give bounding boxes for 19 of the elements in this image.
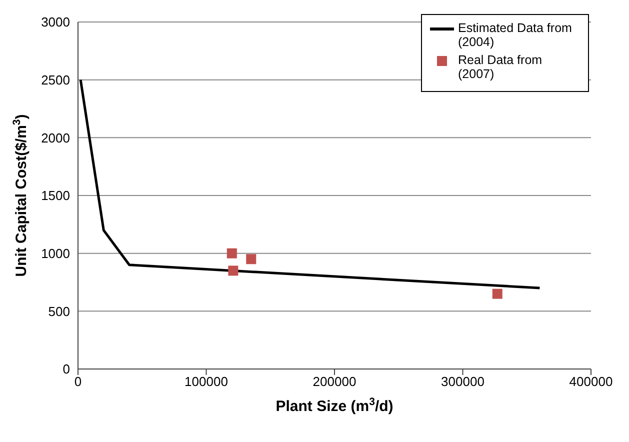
x-tick-label: 400000 — [569, 374, 613, 390]
y-tick-label: 1500 — [41, 188, 70, 204]
x-axis-title: Plant Size (m$^{3}$/d) — [276, 396, 394, 415]
y-tick-label: 2000 — [41, 130, 70, 146]
point — [246, 254, 256, 264]
legend-label: Real Data from (2007) — [458, 53, 544, 81]
point — [228, 266, 238, 276]
x-tick-label: 200000 — [312, 374, 356, 390]
y-tick-label: 0 — [62, 362, 70, 377]
y-tick-label: 1000 — [41, 246, 70, 261]
point — [492, 288, 502, 299]
y-tick-label: 3000 — [41, 14, 70, 30]
y-tick-label: 2500 — [41, 72, 70, 88]
x-tick-label: 0 — [74, 374, 82, 390]
y-tick-label: 500 — [48, 304, 70, 319]
x-tick-label: 300000 — [441, 374, 484, 390]
x-tick-label: 100000 — [184, 374, 228, 390]
legend-label: Estimated Data from (2004) — [458, 21, 573, 49]
point — [226, 248, 237, 258]
